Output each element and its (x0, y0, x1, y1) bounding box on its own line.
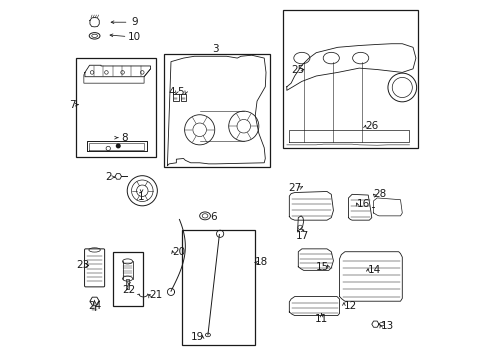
Bar (283, 10, 418, 148)
Bar (172, 94, 178, 101)
Text: 24: 24 (88, 301, 101, 311)
Text: 26: 26 (365, 121, 378, 131)
Text: 5: 5 (177, 87, 183, 97)
Text: 11: 11 (314, 314, 327, 324)
Text: 4: 4 (168, 87, 174, 97)
Text: 19: 19 (190, 332, 203, 342)
Bar (76, 58, 155, 157)
Text: 12: 12 (343, 301, 356, 311)
Text: 1: 1 (138, 192, 144, 202)
Text: 25: 25 (290, 64, 304, 75)
Text: 27: 27 (287, 183, 301, 193)
Text: 17: 17 (295, 231, 308, 240)
Bar (163, 54, 269, 167)
Text: 10: 10 (127, 32, 141, 41)
Text: 14: 14 (367, 265, 380, 275)
Text: 18: 18 (255, 257, 268, 267)
Bar (182, 230, 254, 345)
Text: 2: 2 (105, 172, 112, 182)
Text: 9: 9 (132, 17, 138, 27)
Bar (180, 94, 186, 101)
Text: 13: 13 (380, 321, 393, 331)
Circle shape (116, 144, 120, 148)
Text: 7: 7 (69, 100, 76, 110)
Text: 21: 21 (149, 291, 162, 301)
Text: 20: 20 (172, 247, 185, 257)
Text: 6: 6 (210, 212, 217, 221)
Text: 28: 28 (373, 189, 386, 199)
Text: 15: 15 (315, 262, 328, 272)
Text: 22: 22 (122, 285, 135, 296)
Bar (112, 252, 142, 306)
Text: 23: 23 (76, 260, 89, 270)
Text: 8: 8 (121, 133, 127, 143)
Text: 3: 3 (212, 44, 219, 54)
Text: 16: 16 (356, 199, 369, 210)
